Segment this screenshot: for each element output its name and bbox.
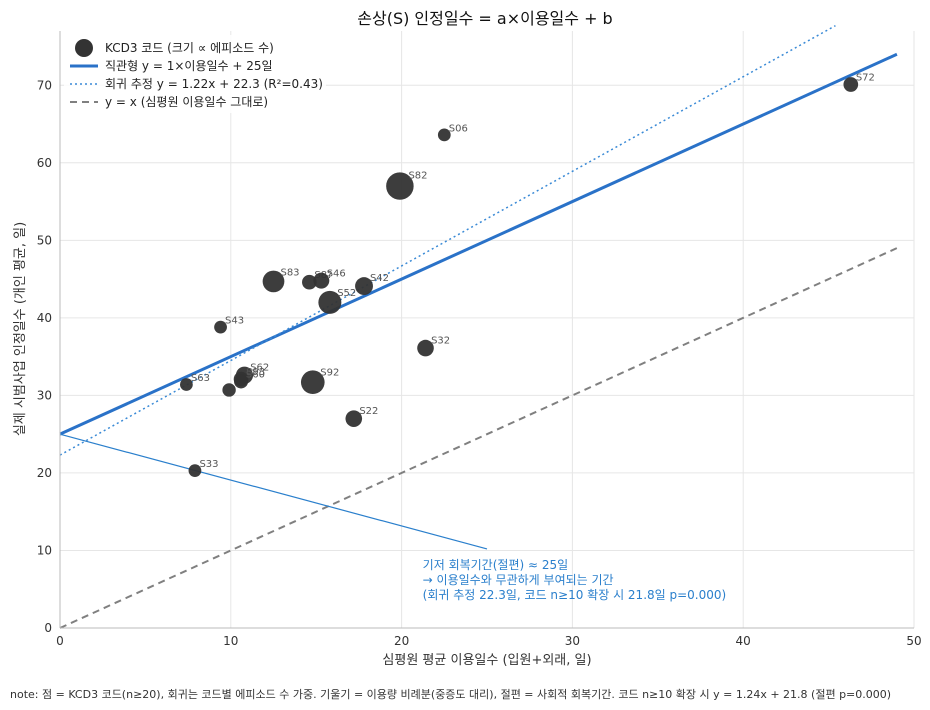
point-label: S82 — [408, 171, 427, 182]
data-point — [318, 290, 342, 314]
data-point — [386, 172, 414, 200]
y-tick-label: 30 — [37, 388, 52, 402]
data-point — [214, 320, 227, 334]
point-label: S93 — [246, 367, 265, 378]
x-tick-label: 0 — [56, 634, 64, 648]
reference-lines — [59, 25, 901, 629]
annotation-text: (회귀 추정 22.3일, 코드 n≥10 확장 시 21.8일 p=0.000… — [423, 588, 727, 602]
legend-label: 직관형 y = 1×이용일수 + 25일 — [105, 59, 273, 73]
footnote: note: 점 = KCD3 코드(n≥20), 회귀는 코드별 에피소드 수 … — [10, 688, 891, 701]
legend: KCD3 코드 (크기 ∝ 에피소드 수) 직관형 y = 1×이용일수 + 25… — [64, 35, 326, 113]
annotation: 기저 회복기간(절편) ≈ 25일→ 이용일수와 무관하게 부여되는 기간(회귀… — [423, 558, 727, 602]
data-point — [417, 339, 434, 357]
data-point — [300, 370, 325, 395]
y-tick-label: 60 — [37, 156, 52, 170]
annotation-arrow-group — [59, 433, 488, 550]
point-label: S92 — [320, 368, 339, 379]
y-tick-label: 70 — [37, 78, 52, 92]
data-point — [222, 383, 236, 397]
y-tick-label: 10 — [37, 543, 52, 557]
x-tick-label: 20 — [394, 634, 409, 648]
y-tick-label: 50 — [37, 233, 52, 247]
point-label: S42 — [370, 273, 389, 284]
y-tick-label: 40 — [37, 311, 52, 325]
line-solid — [59, 52, 898, 436]
point-label: S62 — [250, 363, 269, 374]
data-point — [302, 274, 317, 290]
chart-title: 손상(S) 인정일수 = a×이용일수 + b — [357, 9, 612, 28]
annotation-text: 기저 회복기간(절편) ≈ 25일 — [423, 558, 569, 572]
legend-box — [64, 35, 326, 113]
point-label: S06 — [449, 123, 468, 134]
annotation-text: → 이용일수와 무관하게 부여되는 기간 — [423, 573, 614, 587]
x-tick-label: 30 — [565, 634, 580, 648]
data-point — [313, 272, 330, 289]
y-axis-label: 실제 시범사업 인정일수 (개인 평균, 일) — [13, 222, 28, 436]
legend-marker — [75, 39, 93, 57]
point-label: S43 — [225, 316, 244, 327]
annotation-arrow — [59, 433, 488, 550]
tick-labels: 0 10 20 30 40 50 0 10 20 30 40 50 60 70 — [37, 78, 922, 648]
point-label: S60 — [246, 370, 265, 381]
data-points: S72S06S82S83S8?S46S42S52S43S32S62S93S60S… — [180, 72, 875, 477]
legend-label: 회귀 추정 y = 1.22x + 22.3 (R²=0.43) — [105, 77, 323, 91]
grid — [59, 31, 915, 629]
point-label: S46 — [327, 268, 346, 279]
legend-label: y = x (심평원 이용일수 그대로) — [105, 95, 268, 109]
point-label: S33 — [199, 459, 218, 470]
data-point — [262, 270, 285, 293]
point-label: S83 — [280, 267, 299, 278]
data-point — [234, 374, 249, 389]
y-tick-label: 20 — [37, 466, 52, 480]
point-label: S32 — [431, 336, 450, 347]
point-label: S72 — [856, 72, 875, 83]
data-point — [843, 77, 859, 92]
axes — [59, 31, 914, 629]
point-label: S63 — [191, 373, 210, 384]
data-point — [188, 464, 202, 477]
data-point — [437, 128, 451, 142]
data-point — [355, 277, 373, 296]
x-tick-label: 10 — [223, 634, 238, 648]
y-tick-label: 0 — [44, 621, 52, 635]
x-tick-label: 40 — [736, 634, 751, 648]
line-dashed — [59, 245, 901, 629]
data-point — [345, 410, 363, 427]
data-point — [180, 378, 193, 391]
legend-label: KCD3 코드 (크기 ∝ 에피소드 수) — [105, 41, 274, 55]
point-label: S52 — [337, 288, 356, 299]
x-tick-label: 50 — [906, 634, 921, 648]
x-axis-label: 심평원 평균 이용일수 (입원+외래, 일) — [382, 653, 591, 668]
point-label: S22 — [359, 406, 378, 417]
